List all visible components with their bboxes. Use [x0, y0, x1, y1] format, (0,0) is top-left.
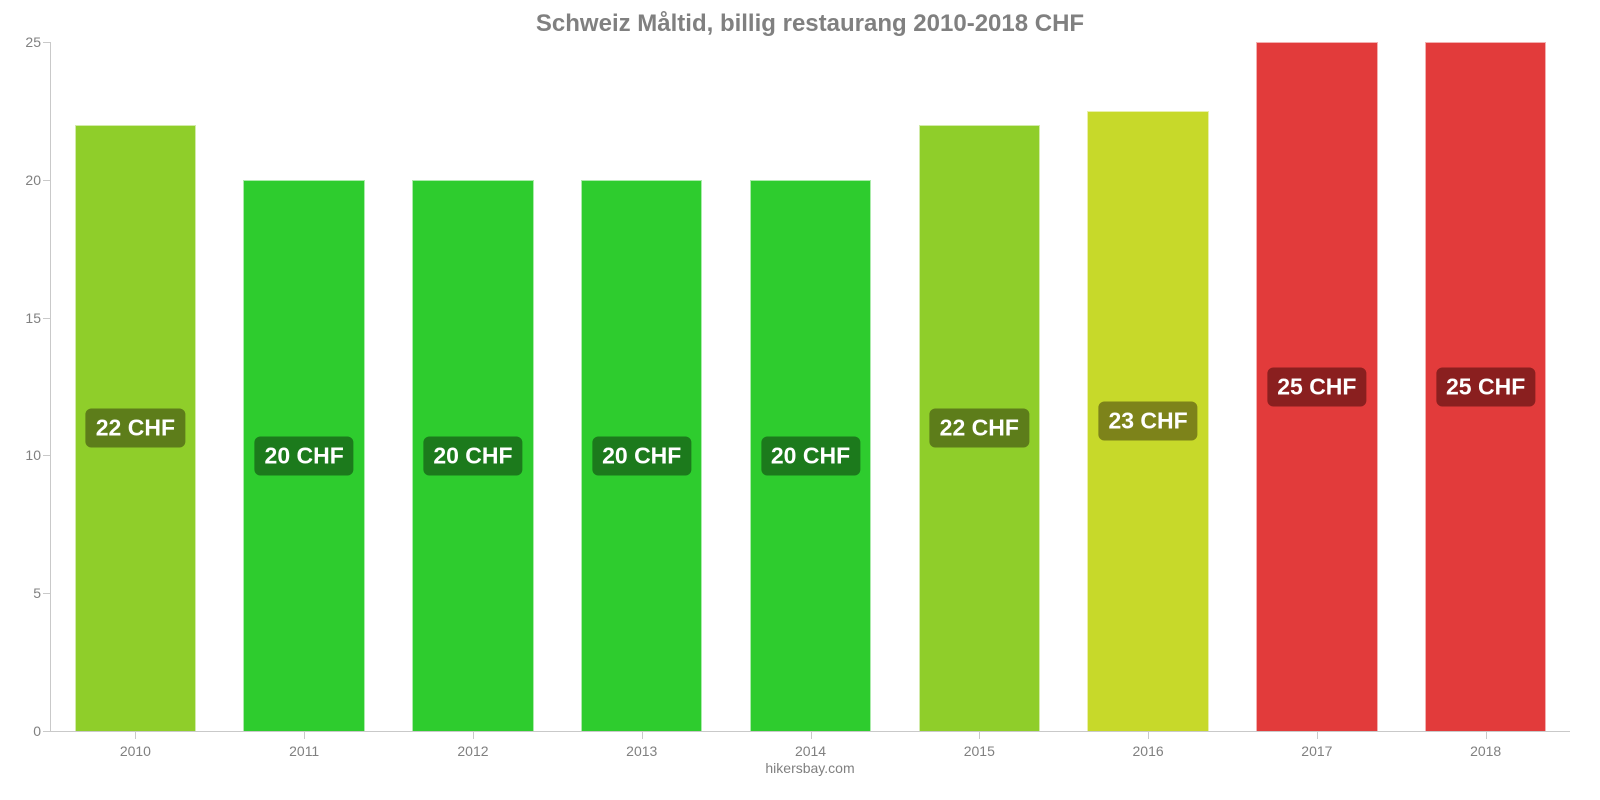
chart-title: Schweiz Måltid, billig restaurang 2010-2… — [50, 10, 1570, 38]
y-tick-label: 20 — [11, 172, 41, 188]
y-tick-label: 5 — [11, 585, 41, 601]
y-tick — [43, 593, 51, 594]
x-tick-label: 2015 — [964, 743, 995, 759]
bar-slot: 22 CHF2015 — [895, 42, 1064, 731]
bar: 22 CHF — [75, 125, 197, 731]
bar-slot: 20 CHF2012 — [389, 42, 558, 731]
x-tick — [304, 731, 305, 739]
bar: 23 CHF — [1087, 111, 1209, 731]
x-tick-label: 2013 — [626, 743, 657, 759]
bar-slot: 20 CHF2013 — [557, 42, 726, 731]
x-tick-label: 2011 — [289, 743, 319, 759]
y-tick-label: 10 — [11, 447, 41, 463]
bar-slot: 23 CHF2016 — [1064, 42, 1233, 731]
chart-footer: hikersbay.com — [50, 760, 1570, 776]
x-tick — [135, 731, 136, 739]
x-tick-label: 2014 — [795, 743, 826, 759]
bar-value-label: 20 CHF — [592, 436, 691, 475]
y-tick — [43, 455, 51, 456]
bar-value-label: 20 CHF — [761, 436, 860, 475]
y-tick — [43, 180, 51, 181]
x-tick-label: 2017 — [1301, 743, 1332, 759]
chart-container: Schweiz Måltid, billig restaurang 2010-2… — [0, 0, 1600, 800]
x-tick-label: 2018 — [1470, 743, 1501, 759]
bar-slot: 25 CHF2017 — [1232, 42, 1401, 731]
bar: 22 CHF — [919, 125, 1041, 731]
x-tick-label: 2010 — [120, 743, 151, 759]
bar-value-label: 23 CHF — [1098, 402, 1197, 441]
bar: 25 CHF — [1256, 42, 1378, 731]
x-tick — [1148, 731, 1149, 739]
bar-value-label: 25 CHF — [1267, 368, 1366, 407]
bar-value-label: 20 CHF — [423, 436, 522, 475]
bar: 20 CHF — [750, 180, 872, 731]
bar: 20 CHF — [412, 180, 534, 731]
bar: 20 CHF — [243, 180, 365, 731]
bar-slot: 22 CHF2010 — [51, 42, 220, 731]
y-tick — [43, 42, 51, 43]
x-tick — [642, 731, 643, 739]
x-tick-label: 2016 — [1133, 743, 1164, 759]
y-tick — [43, 318, 51, 319]
x-tick — [1317, 731, 1318, 739]
bar: 25 CHF — [1425, 42, 1547, 731]
bar-slot: 20 CHF2011 — [220, 42, 389, 731]
y-tick — [43, 731, 51, 732]
bar-slot: 25 CHF2018 — [1401, 42, 1570, 731]
plot-area: 0510152025 22 CHF201020 CHF201120 CHF201… — [50, 42, 1570, 732]
bar-slot: 20 CHF2014 — [726, 42, 895, 731]
bar: 20 CHF — [581, 180, 703, 731]
bars-group: 22 CHF201020 CHF201120 CHF201220 CHF2013… — [51, 42, 1570, 731]
bar-value-label: 22 CHF — [930, 409, 1029, 448]
x-tick — [473, 731, 474, 739]
bar-value-label: 20 CHF — [255, 436, 354, 475]
y-tick-label: 0 — [11, 723, 41, 739]
x-tick — [811, 731, 812, 739]
y-tick-label: 15 — [11, 310, 41, 326]
y-tick-label: 25 — [11, 34, 41, 50]
x-tick — [1486, 731, 1487, 739]
x-tick — [979, 731, 980, 739]
x-tick-label: 2012 — [457, 743, 488, 759]
bar-value-label: 25 CHF — [1436, 368, 1535, 407]
bar-value-label: 22 CHF — [86, 409, 185, 448]
